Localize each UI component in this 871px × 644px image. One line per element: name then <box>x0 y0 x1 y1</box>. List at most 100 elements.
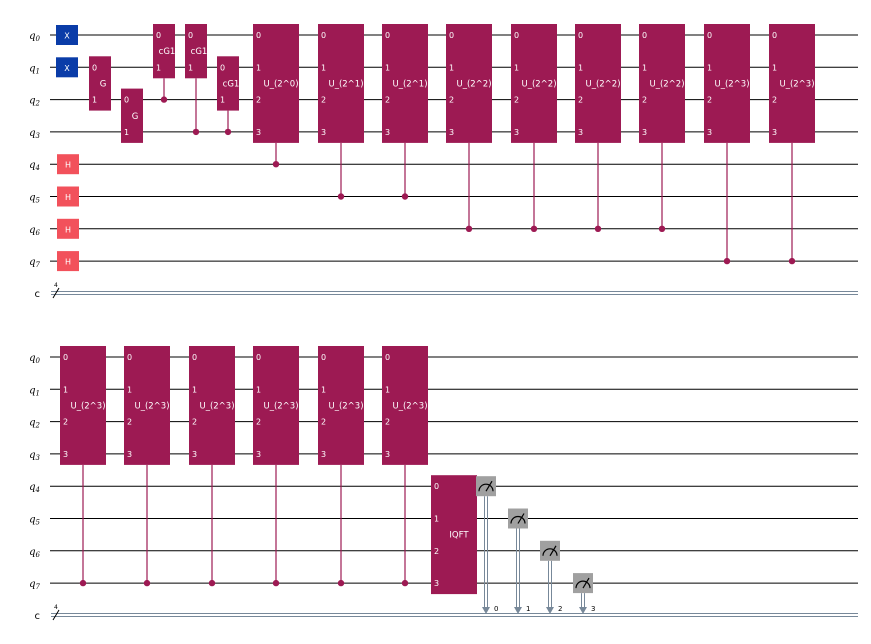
gate-pin-label: 0 <box>449 31 454 40</box>
gate-label: U_(2^3) <box>134 401 169 411</box>
gate-label: U_(2^2) <box>585 79 620 89</box>
control-dot <box>224 128 232 136</box>
meter-needle-icon <box>485 480 493 492</box>
gate-pin-label: 0 <box>256 353 261 362</box>
gate-label: cG1 <box>159 47 176 57</box>
gate-pin-label: 2 <box>256 418 261 427</box>
meter-needle-icon <box>549 545 557 557</box>
gate-pin-label: 0 <box>156 31 161 40</box>
gate-label: U_(2^3) <box>263 401 298 411</box>
gate-u-2-1 <box>382 24 428 143</box>
measure-gate <box>476 476 496 497</box>
gate-h <box>57 154 79 175</box>
control-dot <box>337 579 345 587</box>
gate-pin-label: 2 <box>192 418 197 427</box>
gate-pin-label: 1 <box>321 63 326 72</box>
meter-icon <box>510 515 526 524</box>
control-dot <box>658 225 666 232</box>
measure-gate <box>540 540 560 561</box>
gate-pin-label: 3 <box>772 128 777 137</box>
qubit-label: q3 <box>29 128 40 140</box>
gate-label: U_(2^2) <box>456 79 491 89</box>
gate-label: U_(2^1) <box>328 79 363 89</box>
qubit-label: q1 <box>29 385 40 397</box>
gate-pin-label: 0 <box>385 31 390 40</box>
gate-label: H <box>65 161 71 170</box>
gate-g <box>89 56 111 111</box>
gate-pin-label: 1 <box>385 63 390 72</box>
gate-pin-label: 0 <box>385 353 390 362</box>
gate-pin-label: 0 <box>192 353 197 362</box>
gate-pin-label: 0 <box>188 31 193 40</box>
gate-pin-label: 2 <box>642 96 647 105</box>
gate-pin-label: 2 <box>578 96 583 105</box>
register-size-label: 4 <box>54 282 58 289</box>
gate-pin-label: 0 <box>92 63 97 72</box>
gate-pin-label: 1 <box>578 63 583 72</box>
gate-x <box>56 57 78 78</box>
qubit-label: q5 <box>29 193 40 205</box>
gate-pin-label: 1 <box>124 128 129 137</box>
gate-pin-label: 0 <box>256 31 261 40</box>
gate-pin-label: 1 <box>772 63 777 72</box>
qubit-label: q0 <box>29 353 40 365</box>
gate-pin-label: 1 <box>220 96 225 105</box>
qubit-label: q2 <box>29 418 40 430</box>
control-dot <box>723 257 731 265</box>
measure-gate <box>573 573 593 594</box>
qubit-label: q7 <box>29 579 40 591</box>
gate-u-2-2 <box>639 24 685 143</box>
gate-pin-label: 2 <box>385 418 390 427</box>
meter-needle-icon <box>582 577 590 589</box>
register-size-tick <box>52 287 60 299</box>
gate-pin-label: 3 <box>192 450 197 459</box>
gate-label: G <box>132 112 139 122</box>
gate-pin-label: 3 <box>449 128 454 137</box>
gate-label: U_(2^3) <box>70 401 105 411</box>
gate-label: U_(2^3) <box>199 401 234 411</box>
control-dot <box>401 193 409 200</box>
gate-pin-label: 0 <box>434 482 439 491</box>
gate-pin-label: 1 <box>192 385 197 394</box>
control-dot <box>79 579 87 587</box>
gate-label: U_(2^1) <box>392 79 427 89</box>
gate-pin-label: 3 <box>256 128 261 137</box>
gate-pin-label: 2 <box>385 96 390 105</box>
gate-pin-label: 3 <box>642 128 647 137</box>
classical-bit-index: 2 <box>558 605 562 613</box>
gate-label: G <box>100 79 107 89</box>
gate-u-2-2 <box>575 24 621 143</box>
meter-icon <box>542 548 558 556</box>
gate-pin-label: 1 <box>92 96 97 105</box>
gate-pin-label: 0 <box>642 31 647 40</box>
meter-icon <box>478 483 494 492</box>
classical-bit-index: 0 <box>494 605 498 613</box>
gate-pin-label: 2 <box>772 96 777 105</box>
gate-u-2-3 <box>189 346 235 465</box>
qubit-label: q3 <box>29 450 40 462</box>
gate-pin-label: 0 <box>124 96 129 105</box>
qubit-label: q6 <box>29 225 40 237</box>
gate-label: cG1 <box>223 79 240 89</box>
gate-cg1 <box>217 56 239 111</box>
gate-pin-label: 3 <box>63 450 68 459</box>
classical-register-label: c <box>35 611 41 622</box>
gate-u-2-3 <box>769 24 815 143</box>
gate-pin-label: 3 <box>578 128 583 137</box>
qubit-label: q2 <box>29 96 40 108</box>
control-dot <box>192 128 200 136</box>
control-dot <box>143 579 151 587</box>
gate-pin-label: 2 <box>707 96 712 105</box>
gate-label: IQFT <box>449 531 469 541</box>
gate-pin-label: 2 <box>63 418 68 427</box>
gate-pin-label: 3 <box>321 128 326 137</box>
gate-u-2-3 <box>382 346 428 465</box>
gate-label: U_(2^2) <box>521 79 556 89</box>
gate-pin-label: 1 <box>256 63 261 72</box>
circuit-panel-2: q0 q1 q2 q3 q4 q5 q6 q7 c 4 0 1 2 3 U_(2^3) 0 1 2 3 U_(2^3)… <box>29 346 858 622</box>
gate-label: X <box>64 32 70 41</box>
qubit-label: q5 <box>29 515 40 527</box>
gate-label: U_(2^3) <box>392 401 427 411</box>
gate-pin-label: 2 <box>449 96 454 105</box>
